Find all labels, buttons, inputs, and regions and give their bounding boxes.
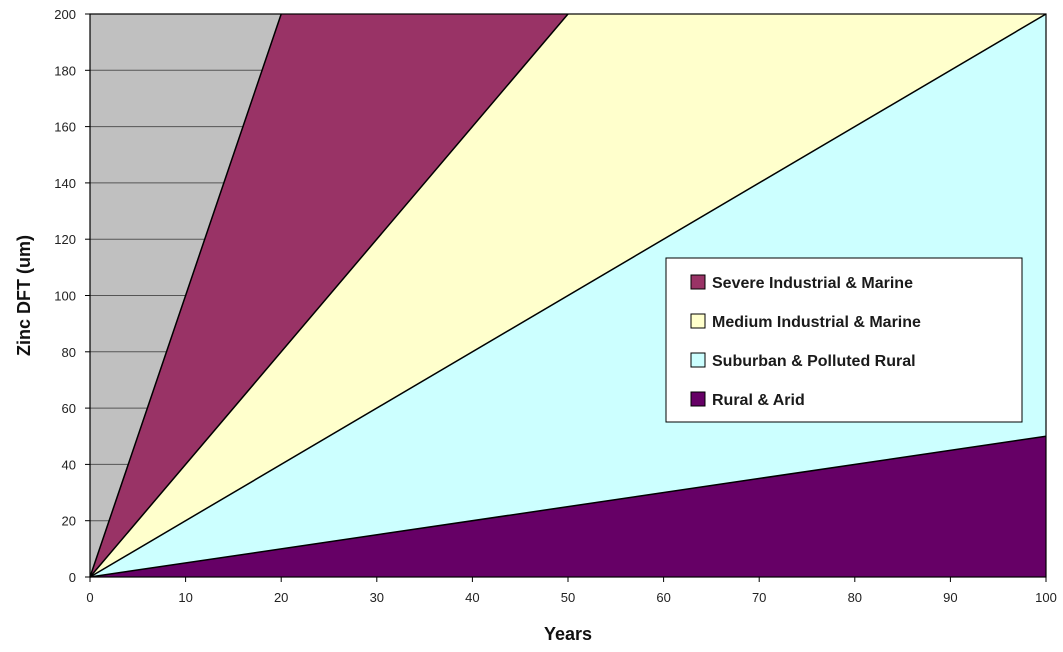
x-tick-label: 30 xyxy=(370,590,384,605)
x-tick-label: 80 xyxy=(848,590,862,605)
x-tick-label: 50 xyxy=(561,590,575,605)
series-line-2 xyxy=(89,13,1047,578)
x-tick-label: 60 xyxy=(656,590,670,605)
legend: Severe Industrial & Marine Medium Industr… xyxy=(665,257,1023,423)
y-tick-label: 20 xyxy=(62,514,76,529)
legend-label: Suburban & Polluted Rural xyxy=(712,353,916,370)
y-tick-label: 160 xyxy=(54,120,76,135)
y-axis-ticks: 0 20 40 60 80 100 120 140 160 180 200 xyxy=(54,7,90,585)
legend-swatch xyxy=(690,352,706,368)
x-tick-label: 40 xyxy=(465,590,479,605)
x-tick-label: 0 xyxy=(86,590,93,605)
y-tick-label: 60 xyxy=(62,401,76,416)
y-tick-label: 200 xyxy=(54,7,76,22)
legend-label: Rural & Arid xyxy=(712,392,805,409)
legend-label: Medium Industrial & Marine xyxy=(712,314,921,331)
y-tick-label: 180 xyxy=(54,63,76,78)
legend-box xyxy=(665,257,1023,423)
y-tick-label: 120 xyxy=(54,232,76,247)
x-tick-label: 10 xyxy=(178,590,192,605)
y-tick-label: 0 xyxy=(69,570,76,585)
x-tick-label: 20 xyxy=(274,590,288,605)
legend-label: Severe Industrial & Marine xyxy=(712,275,913,292)
y-tick-label: 100 xyxy=(54,289,76,304)
y-tick-label: 40 xyxy=(62,457,76,472)
y-tick-label: 80 xyxy=(62,345,76,360)
series-line-3 xyxy=(89,435,1047,578)
series-line-1 xyxy=(89,13,569,578)
series-lines xyxy=(89,13,1047,578)
y-tick-label: 140 xyxy=(54,176,76,191)
legend-swatch xyxy=(690,313,706,329)
x-tick-label: 70 xyxy=(752,590,766,605)
x-axis-ticks: 0 10 20 30 40 50 60 70 80 90 100 xyxy=(86,577,1057,605)
x-tick-label: 100 xyxy=(1035,590,1057,605)
legend-swatch xyxy=(690,391,706,407)
x-axis-title: Years xyxy=(544,624,592,644)
x-tick-label: 90 xyxy=(943,590,957,605)
y-axis-title: Zinc DFT (um) xyxy=(14,235,34,356)
series-line-0 xyxy=(89,13,282,578)
legend-swatch xyxy=(690,274,706,290)
